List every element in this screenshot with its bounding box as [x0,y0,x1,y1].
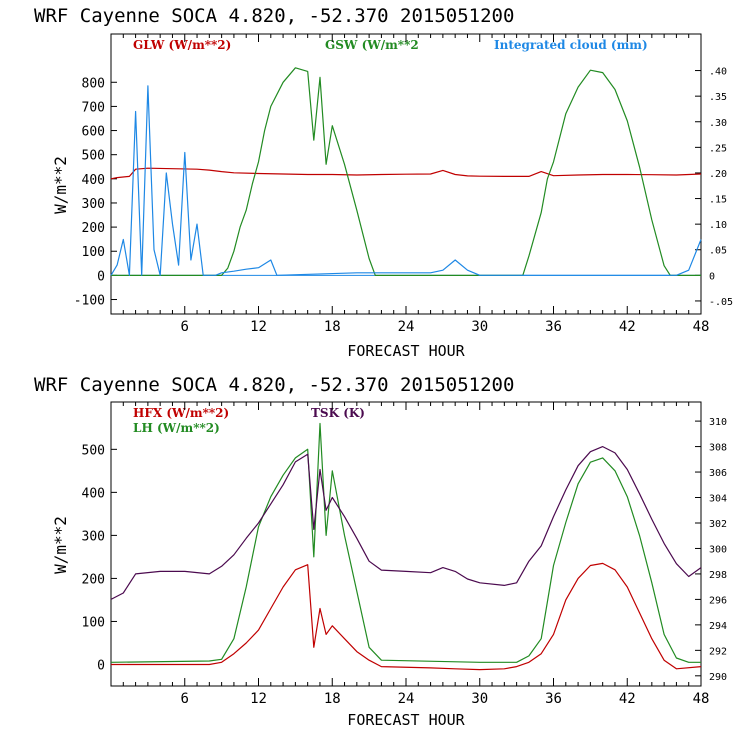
panel1-ytick-label: 200 [82,221,105,236]
panel1-title: WRF Cayenne SOCA 4.820, -52.370 20150512… [34,5,514,27]
panel2-xtick-label: 30 [471,691,488,707]
panel1-y2tick-label: 0 [709,271,715,282]
panel2-ytick-label: 500 [82,443,105,458]
panel1-legend-cloud: Integrated cloud (mm) [494,38,648,52]
panel1-y2tick-label: .40 [709,67,727,78]
panel1-y2tick-label: .20 [709,169,727,180]
panel2-xtick-label: 42 [619,691,636,707]
panel2-xtick-label: 24 [398,691,415,707]
panel1-xtick-label: 30 [471,319,488,335]
panel1-ytick-label: -100 [74,294,105,309]
panel1-ytick-label: 400 [82,173,105,188]
panel2-ytick-label: 100 [82,615,105,630]
panel2-xlabel: FORECAST HOUR [347,711,465,729]
panel1-y2tick-label: -.05 [709,297,733,308]
panel1-ytick-label: 300 [82,197,105,212]
panel2-y2tick-label: 294 [709,621,727,632]
panel2-y2tick-label: 298 [709,570,727,581]
panel1-ytick-label: 100 [82,245,105,260]
panel2-ytick-label: 400 [82,486,105,501]
panel2-y2tick-label: 306 [709,468,727,479]
panel1-legend-gsw: GSW (W/m**2 [325,38,419,52]
panel1-xtick-label: 24 [398,319,415,335]
panel2-y2tick-label: 300 [709,544,727,555]
panel2-y2tick-label: 304 [709,494,727,505]
panel1-ytick-label: 600 [82,125,105,140]
panel1-y2tick-label: .05 [709,246,727,257]
panel1-ytick-label: 800 [82,76,105,91]
panel1-y2tick-label: .25 [709,143,727,154]
panel2-y2tick-label: 302 [709,519,727,530]
panel2-xtick-label: 6 [181,691,189,707]
panel2-legend-lh: LH (W/m**2) [133,421,220,435]
panel1-series-line-0 [110,167,702,180]
panel1-y2tick-label: .35 [709,92,727,103]
panel2-xtick-label: 48 [693,691,710,707]
panel2-ytick-label: 0 [97,658,105,673]
panel2-ytick-label: 200 [82,572,105,587]
panel1-legend-glw: GLW (W/m**2) [133,38,231,52]
panel1-y2tick-label: .10 [709,220,727,231]
panel2-y2tick-label: 296 [709,595,727,606]
panel2-ytick-label: 300 [82,529,105,544]
panel1-series-line-1 [111,67,701,276]
panel2-legend-hfx: HFX (W/m**2) [133,406,229,420]
panel1-y2tick-label: .15 [709,195,727,206]
panel2-series-line-2 [110,446,702,600]
panel1-xtick-label: 6 [181,319,189,335]
panel1-xtick-label: 42 [619,319,636,335]
panel2-xtick-label: 18 [324,691,341,707]
panel2-ylabel: W/m**2 [51,516,70,574]
panel2-xtick-label: 36 [545,691,562,707]
panel1-ytick-label: 0 [97,269,105,284]
panel1-xtick-label: 48 [693,319,710,335]
panel2-title: WRF Cayenne SOCA 4.820, -52.370 20150512… [34,374,514,396]
panel2-y2tick-label: 308 [709,443,727,454]
panel2-y2tick-label: 310 [709,417,727,428]
panel1-ytick-label: 500 [82,149,105,164]
panel1-ylabel: W/m**2 [51,156,70,214]
panel1-y2tick-label: .30 [709,118,727,129]
panel1-xtick-label: 18 [324,319,341,335]
panel1-ytick-label: 700 [82,100,105,115]
panel1-xlabel: FORECAST HOUR [347,342,465,360]
panel2-series-line-0 [111,562,702,671]
panel2-legend-tsk: TSK (K) [311,406,365,420]
panel2-xtick-label: 12 [250,691,267,707]
panel2-series-line-1 [110,422,701,663]
panel1-xtick-label: 36 [545,319,562,335]
panel2-y2tick-label: 290 [709,672,727,683]
panel1-xtick-label: 12 [250,319,267,335]
panel1-series-line-2 [110,85,702,276]
panel2-frame [110,401,702,687]
panel2-y2tick-label: 292 [709,646,727,657]
